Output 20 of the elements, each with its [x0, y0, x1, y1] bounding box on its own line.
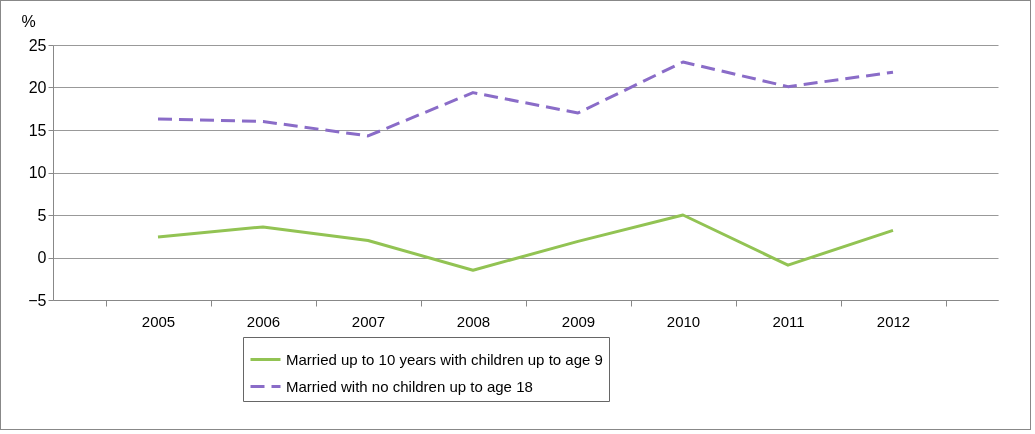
- y-tick-label: 25: [28, 36, 47, 54]
- x-tick-label: 2008: [456, 312, 491, 330]
- y-tick-label: 20: [28, 79, 47, 96]
- x-tick-label: 2009: [561, 312, 596, 330]
- y-tick-label: 10: [28, 164, 47, 181]
- legend-label: Married up to 10 years with children up to age 9: [286, 350, 603, 368]
- x-tick-label: 2012: [876, 312, 911, 330]
- y-axis-title: %: [21, 12, 36, 30]
- y-tick-label: 15: [28, 121, 47, 139]
- line-series: [156, 60, 895, 138]
- x-tick-label: 2011: [772, 312, 805, 330]
- x-tick-label: 2007: [351, 312, 386, 330]
- x-tick-label: 2005: [141, 312, 176, 330]
- y-tick-label: 5: [37, 206, 47, 224]
- legend-label: Married with no children up to age 18: [286, 377, 533, 395]
- x-tick-label: 2006: [246, 312, 281, 330]
- y-tick-label: −5: [28, 291, 47, 309]
- x-tick-label: 2010: [666, 312, 701, 330]
- y-tick-label: 0: [37, 249, 47, 266]
- line-series: [156, 213, 895, 272]
